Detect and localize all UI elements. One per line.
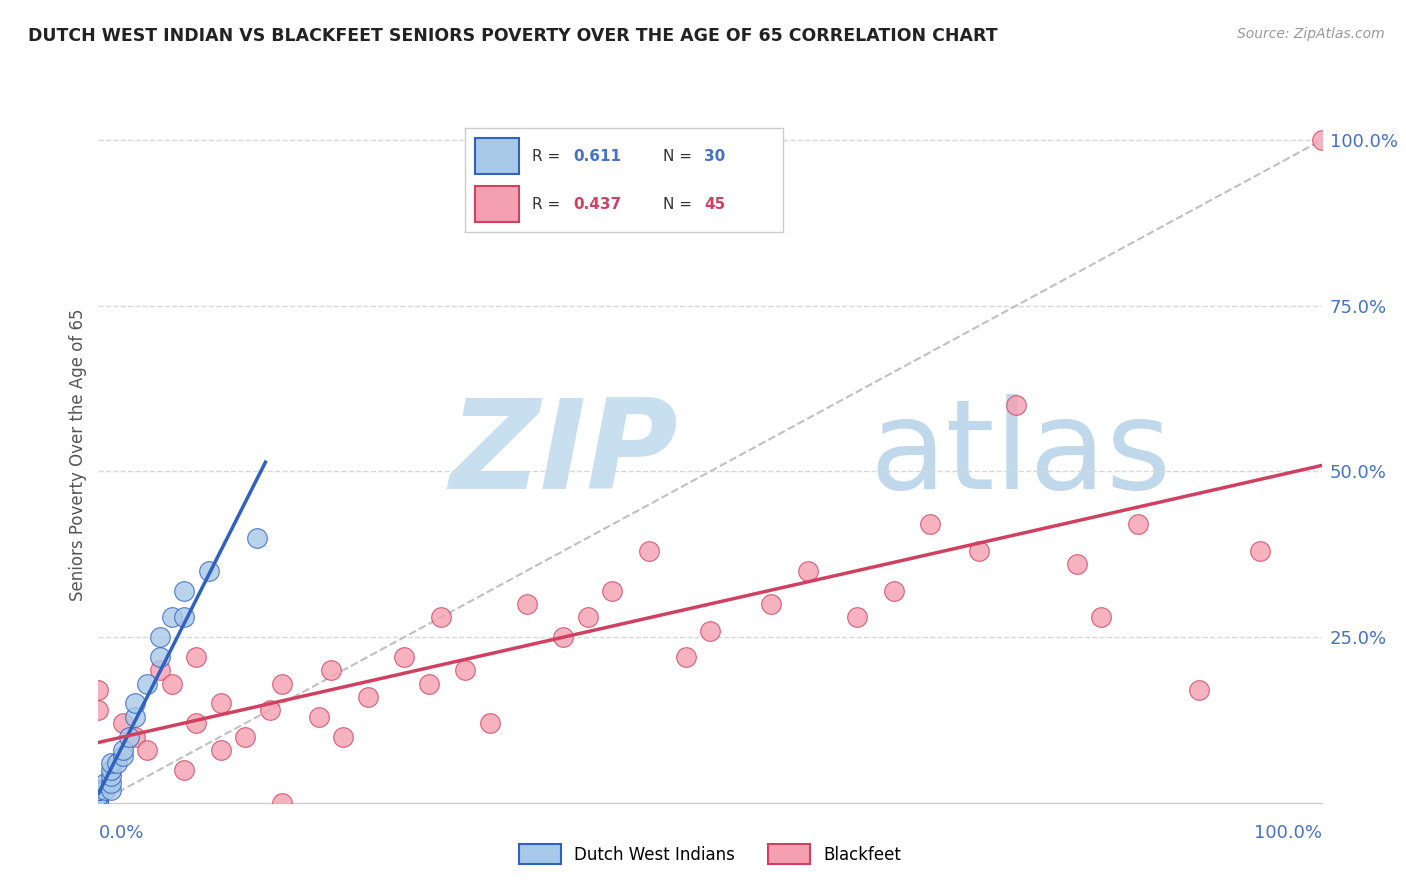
Text: Source: ZipAtlas.com: Source: ZipAtlas.com [1237, 27, 1385, 41]
Point [637, 544, 661, 558]
Point [100, 756, 122, 770]
Point [149, 650, 172, 665]
Point [87, 796, 110, 810]
Point [1090, 610, 1112, 624]
Point [93, 782, 115, 797]
Point [270, 676, 294, 690]
Point [270, 796, 294, 810]
Point [105, 756, 128, 770]
Point [576, 610, 599, 624]
Point [430, 610, 453, 624]
Point [100, 763, 122, 777]
Point [1128, 517, 1150, 532]
Point [454, 663, 477, 677]
Point [149, 663, 172, 677]
Point [883, 583, 905, 598]
Point [87, 782, 110, 797]
Point [160, 610, 183, 624]
Point [553, 630, 575, 644]
Point [136, 676, 159, 690]
Point [209, 697, 232, 711]
Point [197, 564, 219, 578]
Point [392, 650, 416, 665]
Point [418, 676, 440, 690]
Point [87, 703, 110, 717]
Point [100, 769, 122, 783]
Point [332, 730, 354, 744]
Point [1004, 398, 1026, 412]
Point [87, 789, 110, 804]
Point [124, 730, 146, 744]
Point [478, 716, 501, 731]
Text: 100.0%: 100.0% [1254, 823, 1322, 842]
Text: DUTCH WEST INDIAN VS BLACKFEET SENIORS POVERTY OVER THE AGE OF 65 CORRELATION CH: DUTCH WEST INDIAN VS BLACKFEET SENIORS P… [28, 27, 998, 45]
Text: atlas: atlas [869, 394, 1171, 516]
Point [186, 716, 208, 731]
Point [100, 776, 122, 790]
Point [87, 782, 110, 797]
Legend: Dutch West Indians, Blackfeet: Dutch West Indians, Blackfeet [512, 838, 908, 871]
Point [87, 796, 110, 810]
Point [124, 697, 146, 711]
Point [87, 796, 110, 810]
Text: ZIP: ZIP [449, 394, 678, 516]
Point [967, 544, 990, 558]
Point [209, 743, 232, 757]
Point [111, 716, 134, 731]
Point [186, 650, 208, 665]
Point [173, 610, 195, 624]
Point [1188, 683, 1211, 698]
Point [87, 789, 110, 804]
Point [173, 763, 195, 777]
Text: 0.0%: 0.0% [98, 823, 143, 842]
Point [675, 650, 697, 665]
Point [87, 782, 110, 797]
Point [761, 597, 783, 611]
Point [356, 690, 378, 704]
Point [124, 709, 146, 723]
Point [87, 683, 110, 698]
Point [797, 564, 820, 578]
Point [118, 730, 141, 744]
Point [920, 517, 942, 532]
Point [93, 776, 115, 790]
Point [173, 583, 195, 598]
Point [111, 743, 134, 757]
Point [319, 663, 342, 677]
Point [600, 583, 623, 598]
Point [111, 749, 134, 764]
Point [136, 743, 159, 757]
Point [87, 796, 110, 810]
Point [1249, 544, 1271, 558]
Point [308, 709, 330, 723]
Point [149, 630, 172, 644]
Y-axis label: Seniors Poverty Over the Age of 65: Seniors Poverty Over the Age of 65 [69, 309, 87, 601]
Point [1066, 558, 1088, 572]
Point [259, 703, 281, 717]
Point [100, 782, 122, 797]
Point [515, 597, 537, 611]
Point [699, 624, 721, 638]
Point [246, 531, 269, 545]
Point [845, 610, 868, 624]
Point [233, 730, 256, 744]
Point [1310, 133, 1333, 147]
Point [160, 676, 183, 690]
